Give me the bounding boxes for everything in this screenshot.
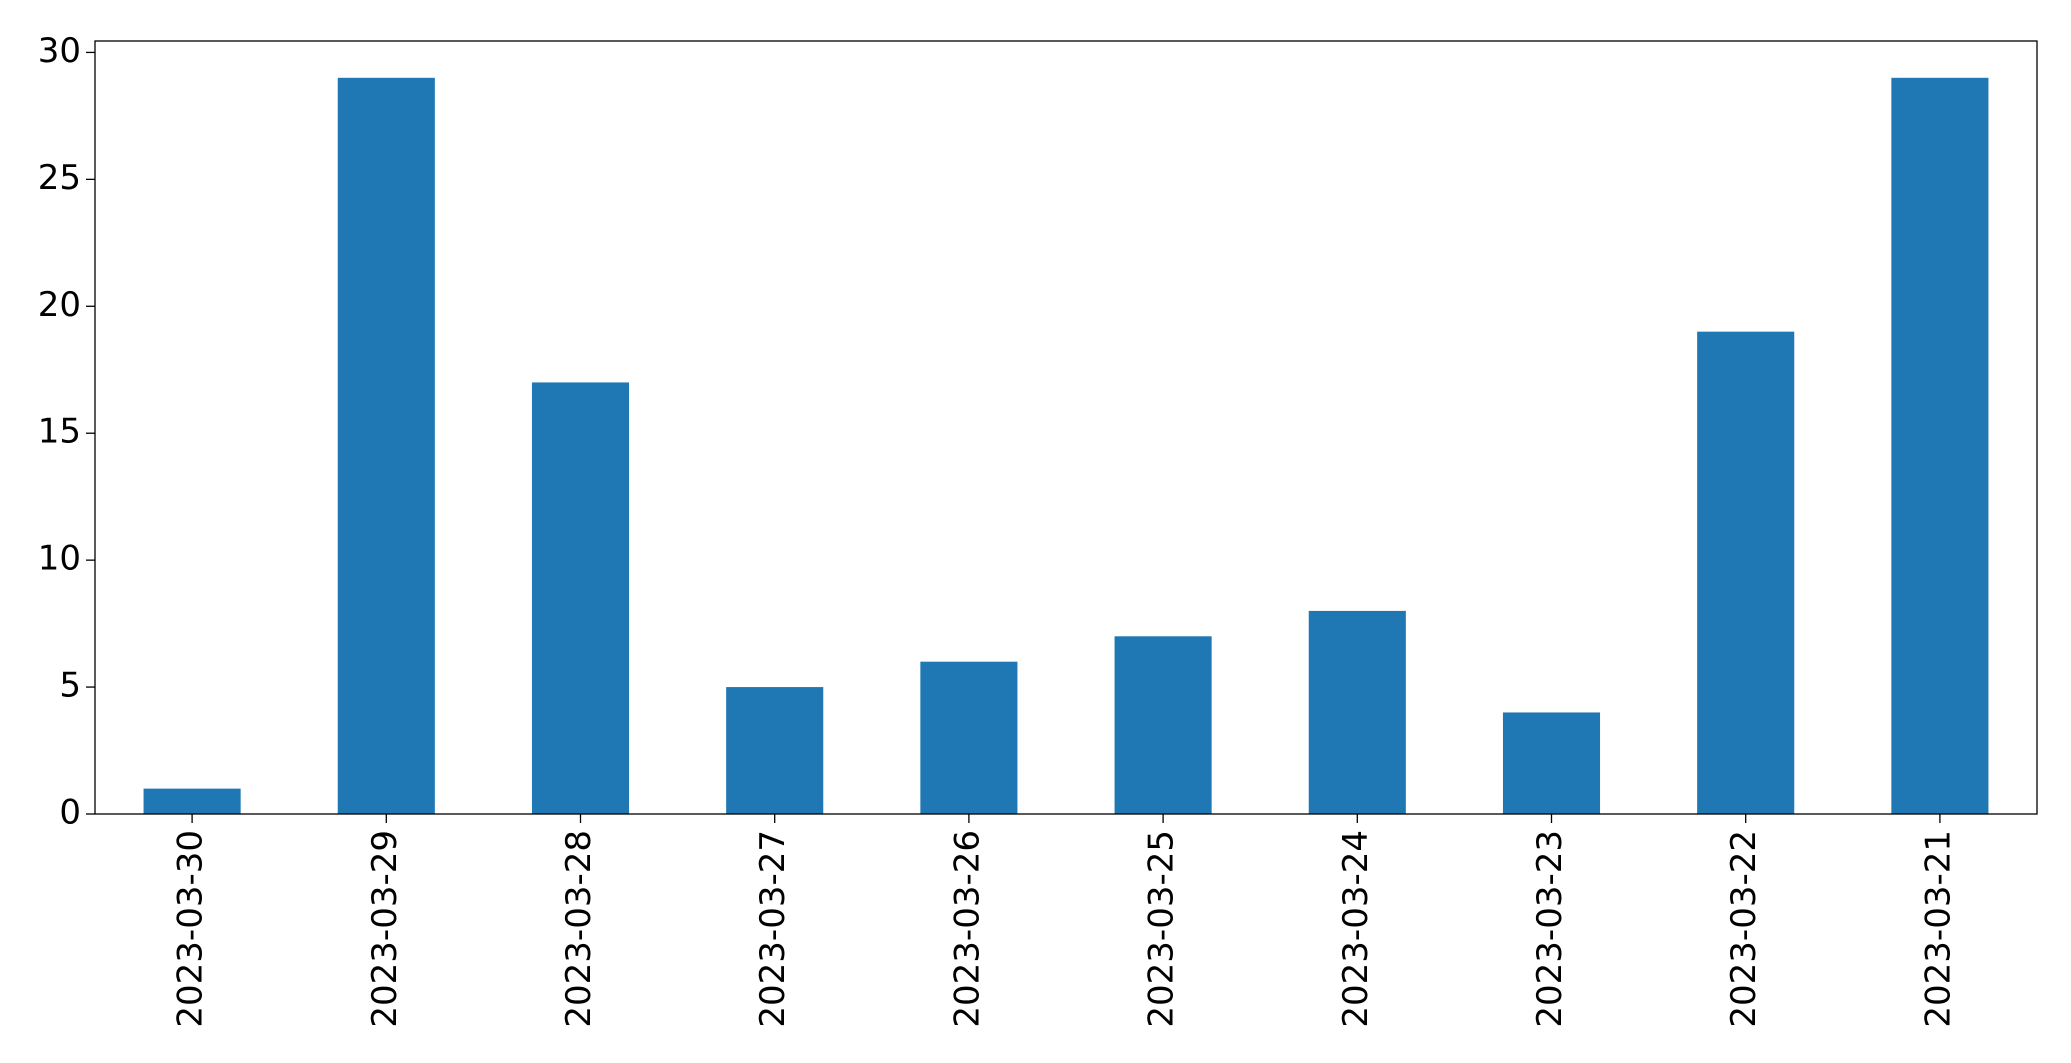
x-tick-label: 2023-03-22 (1724, 830, 1764, 1028)
x-tick-label: 2023-03-25 (1142, 830, 1182, 1028)
x-tick-label: 2023-03-21 (1918, 830, 1958, 1028)
bar (1697, 331, 1795, 814)
bar (1891, 77, 1989, 815)
y-tick-label: 20 (38, 285, 81, 325)
bar (531, 382, 630, 814)
bar (726, 687, 824, 814)
y-tick-label: 5 (59, 666, 81, 706)
bar (1308, 610, 1406, 814)
y-tick-label: 25 (38, 158, 81, 198)
y-tick-label: 30 (38, 31, 81, 71)
x-tick-label: 2023-03-24 (1336, 830, 1376, 1028)
bar (143, 788, 241, 814)
y-tick-label: 15 (38, 412, 81, 452)
x-tick-label: 2023-03-27 (753, 830, 793, 1028)
x-tick-label: 2023-03-28 (559, 830, 599, 1028)
bar (337, 77, 435, 815)
plot-frame (94, 40, 2038, 815)
bar (920, 661, 1018, 814)
y-tick-label: 0 (59, 793, 81, 833)
x-tick-label: 2023-03-30 (171, 830, 211, 1028)
x-tick-label: 2023-03-23 (1530, 830, 1570, 1028)
y-tick-label: 10 (38, 539, 81, 579)
x-tick-label: 2023-03-26 (947, 830, 987, 1028)
bar (1502, 712, 1601, 814)
x-tick-label: 2023-03-29 (365, 830, 405, 1028)
bar (1114, 636, 1212, 814)
